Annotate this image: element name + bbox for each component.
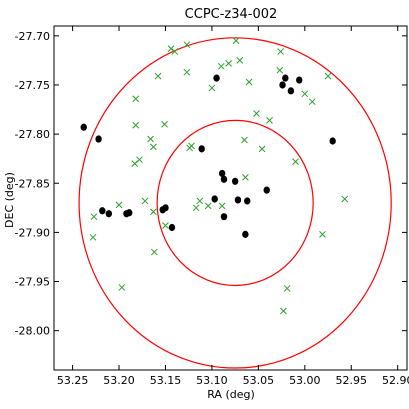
- x-marker-point: [183, 68, 191, 76]
- dot-marker-point: [198, 145, 205, 153]
- x-marker-point: [150, 208, 157, 216]
- x-tick-label: 53.25: [57, 374, 89, 387]
- x-marker-point: [217, 62, 225, 70]
- x-marker-point: [292, 158, 299, 165]
- dot-marker-point: [263, 186, 270, 194]
- x-tick-label: 53.20: [103, 374, 135, 387]
- x-marker-point: [204, 202, 212, 210]
- dot-marker-point: [220, 175, 228, 183]
- x-marker-point: [118, 284, 126, 291]
- dot-marker-point: [218, 169, 226, 178]
- x-marker-point: [232, 37, 240, 45]
- chart-title: CCPC-z34-002: [185, 7, 278, 22]
- y-tick-label: -27.90: [15, 226, 50, 239]
- dot-marker-point: [242, 230, 249, 238]
- dot-marker-point: [234, 196, 242, 204]
- y-tick-label: -27.70: [15, 30, 50, 43]
- x-marker-point: [242, 174, 249, 181]
- x-marker-point: [283, 285, 291, 292]
- x-marker-point: [301, 90, 309, 98]
- dot-marker-point: [80, 123, 87, 131]
- x-marker-point: [241, 136, 248, 144]
- y-axis-label: DEC (deg): [3, 172, 16, 228]
- x-marker-point: [192, 204, 200, 212]
- dot-marker-point: [211, 195, 218, 203]
- x-marker-point: [280, 307, 287, 315]
- x-marker-point: [154, 72, 162, 80]
- y-tick-label: -28.00: [15, 325, 50, 338]
- x-marker-point: [277, 48, 285, 55]
- x-tick-label: 53.05: [243, 374, 275, 387]
- x-tick-label: 53.15: [150, 374, 182, 387]
- dot-marker-point: [231, 177, 239, 185]
- x-marker-point: [161, 120, 168, 128]
- x-tick-label: 53.00: [289, 374, 321, 387]
- x-marker-point: [171, 48, 179, 55]
- x-marker-point: [162, 222, 169, 229]
- dot-marker-point: [282, 74, 289, 82]
- x-marker-point: [183, 41, 191, 49]
- x-marker-point: [308, 98, 316, 106]
- dot-marker-point: [105, 210, 113, 218]
- x-marker-point: [115, 201, 123, 209]
- x-tick-label: 52.95: [336, 374, 368, 387]
- x-marker-point: [150, 143, 157, 151]
- radius-circle-1: [156, 119, 314, 287]
- x-marker-point: [188, 142, 195, 150]
- x-axis-label: RA (deg): [207, 388, 255, 401]
- dot-marker-point: [287, 87, 295, 95]
- x-marker-point: [141, 197, 149, 205]
- x-marker-point: [132, 121, 140, 129]
- x-marker-point: [147, 135, 154, 143]
- x-marker-point: [136, 156, 143, 164]
- x-marker-point: [258, 145, 266, 153]
- x-marker-point: [245, 78, 253, 86]
- dot-marker-point: [168, 223, 176, 232]
- plot-frame: [53, 25, 408, 371]
- x-marker-point: [208, 84, 216, 92]
- dot-marker-point: [99, 207, 106, 215]
- x-marker-point: [324, 72, 332, 80]
- y-tick-label: -27.85: [15, 177, 50, 190]
- x-marker-point: [319, 231, 326, 238]
- x-marker-point: [218, 202, 226, 210]
- dot-marker-point: [296, 76, 303, 84]
- x-marker-point: [341, 195, 349, 203]
- x-marker-point: [150, 248, 158, 256]
- x-tick-label: 53.10: [196, 374, 228, 387]
- dot-marker-point: [279, 81, 286, 89]
- dot-marker-point: [95, 135, 102, 143]
- x-marker-point: [132, 95, 140, 103]
- x-marker-point: [225, 59, 232, 67]
- x-marker-point: [266, 117, 273, 124]
- x-marker-point: [253, 110, 260, 117]
- x-marker-point: [167, 45, 175, 52]
- x-marker-point: [236, 57, 244, 64]
- x-marker-point: [90, 213, 98, 221]
- x-marker-point: [89, 233, 97, 241]
- y-tick-label: -27.95: [15, 276, 50, 289]
- plot-area: 53.25 53.20 53.15 53.10 53.05 53.00 52.95 52.90…: [15, 25, 409, 387]
- x-marker-point: [276, 66, 284, 74]
- dot-marker-point: [220, 213, 228, 221]
- x-marker-point: [196, 197, 204, 205]
- x-marker-point: [131, 160, 139, 167]
- y-tick-label: -27.75: [15, 79, 50, 92]
- dot-marker-point: [162, 204, 169, 212]
- dot-marker-point: [126, 209, 133, 217]
- dot-marker-point: [213, 74, 220, 82]
- radius-circle-2: [78, 37, 392, 369]
- dot-marker-point: [329, 137, 336, 145]
- dot-marker-point: [244, 197, 251, 205]
- x-tick-label: 52.90: [382, 374, 409, 387]
- y-tick-label: -27.80: [15, 128, 50, 141]
